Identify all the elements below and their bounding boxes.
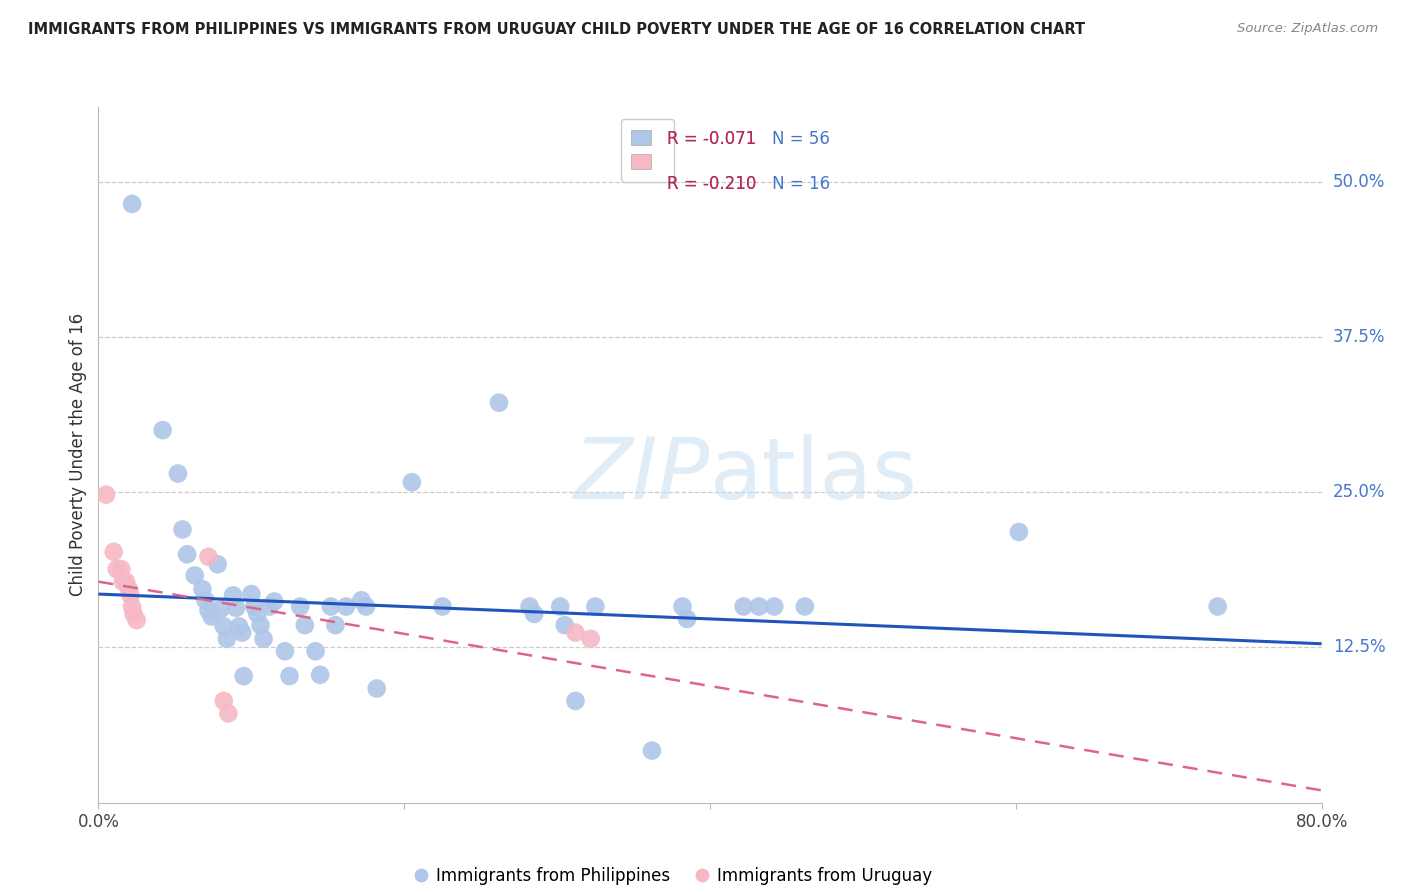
Point <box>240 587 263 601</box>
Point <box>152 423 174 437</box>
Text: R = -0.071   N = 56: R = -0.071 N = 56 <box>668 130 830 148</box>
Point <box>110 562 132 576</box>
Text: atlas: atlas <box>710 434 918 517</box>
Point <box>172 523 194 537</box>
Text: 12.5%: 12.5% <box>1333 639 1385 657</box>
Point <box>212 619 235 633</box>
Y-axis label: Child Poverty Under the Age of 16: Child Poverty Under the Age of 16 <box>69 313 87 597</box>
Point <box>259 599 281 614</box>
Point <box>243 599 266 614</box>
Point <box>111 574 134 589</box>
Point <box>246 607 269 621</box>
Point <box>120 588 142 602</box>
Point <box>548 599 571 614</box>
Point <box>1008 524 1031 539</box>
Point <box>103 545 125 559</box>
Point <box>249 618 271 632</box>
Point <box>191 582 214 596</box>
Point <box>583 599 606 614</box>
Point <box>579 632 602 646</box>
Point <box>564 625 586 640</box>
Point <box>222 588 245 602</box>
Point <box>354 599 377 614</box>
Point <box>319 599 342 614</box>
Point <box>231 625 253 640</box>
Point <box>304 644 326 658</box>
Legend: Immigrants from Philippines, Immigrants from Uruguay: Immigrants from Philippines, Immigrants … <box>408 860 939 891</box>
Point <box>232 669 254 683</box>
Point <box>125 613 148 627</box>
Text: R = -0.071: R = -0.071 <box>668 130 756 148</box>
Point <box>121 599 143 614</box>
Point <box>325 618 347 632</box>
Point <box>207 558 229 572</box>
Point <box>523 607 546 621</box>
Point <box>432 599 454 614</box>
Point <box>793 599 815 614</box>
Point <box>564 694 586 708</box>
Point <box>290 599 312 614</box>
Point <box>335 599 357 614</box>
Point <box>676 612 699 626</box>
Text: R = -0.210   N = 16: R = -0.210 N = 16 <box>668 175 831 193</box>
Point <box>215 632 238 646</box>
Point <box>184 568 207 582</box>
Point <box>212 694 235 708</box>
Point <box>554 618 576 632</box>
Text: 50.0%: 50.0% <box>1333 172 1385 191</box>
Point <box>733 599 755 614</box>
Text: 37.5%: 37.5% <box>1333 328 1385 346</box>
Point <box>671 599 693 614</box>
Point <box>94 488 117 502</box>
Point <box>200 609 222 624</box>
Point <box>115 574 138 589</box>
Point <box>225 600 247 615</box>
Point <box>309 668 332 682</box>
Point <box>197 603 219 617</box>
Point <box>641 744 664 758</box>
Point <box>197 549 219 564</box>
Point <box>488 396 510 410</box>
Point <box>401 475 423 490</box>
Point <box>350 593 373 607</box>
Point <box>748 599 770 614</box>
Point <box>209 602 232 616</box>
Point <box>294 618 316 632</box>
Point <box>228 619 250 633</box>
Point <box>278 669 301 683</box>
Point <box>105 562 128 576</box>
Point <box>122 607 145 621</box>
Point <box>167 467 190 481</box>
Point <box>121 197 143 211</box>
Point <box>252 632 274 646</box>
Point <box>194 593 217 607</box>
Text: R = -0.210: R = -0.210 <box>668 175 756 193</box>
Text: ZIP: ZIP <box>574 434 710 517</box>
Text: 25.0%: 25.0% <box>1333 483 1385 501</box>
Point <box>519 599 541 614</box>
Text: IMMIGRANTS FROM PHILIPPINES VS IMMIGRANTS FROM URUGUAY CHILD POVERTY UNDER THE A: IMMIGRANTS FROM PHILIPPINES VS IMMIGRANT… <box>28 22 1085 37</box>
Point <box>176 547 198 561</box>
Point <box>118 582 141 596</box>
Point <box>763 599 786 614</box>
Point <box>366 681 388 696</box>
Point <box>1206 599 1229 614</box>
Point <box>263 594 285 608</box>
Point <box>274 644 297 658</box>
Text: Source: ZipAtlas.com: Source: ZipAtlas.com <box>1237 22 1378 36</box>
Point <box>217 706 239 721</box>
